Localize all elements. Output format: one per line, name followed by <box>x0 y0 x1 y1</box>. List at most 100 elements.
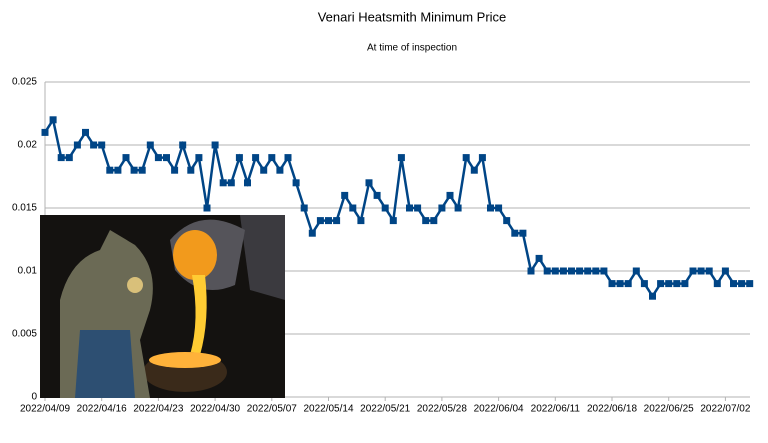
point <box>179 141 187 149</box>
point <box>576 267 584 275</box>
point <box>689 267 697 275</box>
point <box>333 217 341 225</box>
x-tick-label: 2022/05/07 <box>247 404 297 415</box>
point <box>470 166 478 174</box>
point <box>98 141 106 149</box>
point <box>300 204 308 212</box>
point <box>640 280 648 288</box>
point <box>171 166 179 174</box>
point <box>649 292 656 300</box>
point <box>527 267 535 275</box>
point <box>592 267 600 275</box>
point <box>730 280 737 288</box>
point <box>146 141 154 149</box>
point <box>122 154 130 162</box>
point <box>430 217 438 225</box>
point <box>227 179 235 187</box>
point <box>114 166 122 174</box>
point <box>478 154 486 162</box>
y-tick-label: 0.02 <box>18 140 38 151</box>
point <box>624 280 632 288</box>
point <box>252 154 260 162</box>
price-line <box>43 116 750 299</box>
y-tick-label: 0.015 <box>12 203 37 214</box>
point <box>130 166 138 174</box>
point <box>713 280 721 288</box>
point <box>495 204 503 212</box>
point <box>519 229 527 237</box>
point <box>454 204 462 212</box>
point <box>389 217 397 225</box>
point <box>365 179 373 187</box>
point <box>746 280 754 288</box>
point <box>276 166 284 174</box>
point <box>349 204 357 212</box>
point <box>163 154 170 162</box>
y-tick-label: 0.025 <box>12 77 37 88</box>
point <box>65 154 73 162</box>
point <box>462 154 470 162</box>
point <box>211 141 219 149</box>
point <box>406 204 413 212</box>
point <box>41 128 49 136</box>
point <box>487 204 494 212</box>
x-tick-label: 2022/05/28 <box>417 404 467 415</box>
point <box>308 229 316 237</box>
x-tick-label: 2022/06/11 <box>531 404 581 415</box>
point <box>82 128 89 136</box>
point <box>657 280 665 288</box>
point <box>446 191 454 199</box>
x-tick-label: 2022/07/02 <box>700 404 750 415</box>
point <box>49 116 57 124</box>
point <box>559 267 567 275</box>
point <box>438 204 446 212</box>
point <box>341 191 349 199</box>
point <box>219 179 227 187</box>
point <box>397 154 405 162</box>
point <box>244 179 251 187</box>
point <box>503 217 511 225</box>
x-tick-label: 2022/04/16 <box>77 404 127 415</box>
molten-glow <box>173 230 217 280</box>
x-tick-label: 2022/06/18 <box>587 404 637 415</box>
point <box>154 154 162 162</box>
goggle <box>127 277 143 293</box>
crucible <box>240 215 285 300</box>
illustration <box>40 215 285 398</box>
pour <box>190 275 207 355</box>
point <box>195 154 203 162</box>
point <box>681 280 689 288</box>
y-tick-label: 0.01 <box>18 266 38 277</box>
chart-title: Venari Heatsmith Minimum Price <box>318 9 507 24</box>
point <box>268 154 276 162</box>
y-tick-label: 0.005 <box>12 329 37 340</box>
point <box>422 217 430 225</box>
point <box>665 280 673 288</box>
point <box>414 204 422 212</box>
point <box>57 154 65 162</box>
x-tick-label: 2022/06/25 <box>644 404 694 415</box>
point <box>357 217 365 225</box>
point <box>138 166 146 174</box>
point <box>600 267 608 275</box>
point <box>325 217 332 225</box>
pot-glow <box>149 352 221 368</box>
point <box>106 166 114 174</box>
x-tick-label: 2022/04/09 <box>20 404 70 415</box>
point <box>705 267 713 275</box>
point <box>373 191 381 199</box>
point <box>616 280 624 288</box>
point <box>316 217 324 225</box>
point <box>292 179 300 187</box>
chart-subtitle: At time of inspection <box>367 43 457 54</box>
point <box>608 280 616 288</box>
x-tick-label: 2022/05/21 <box>360 404 410 415</box>
point <box>535 254 543 262</box>
point <box>511 229 519 237</box>
point <box>738 280 746 288</box>
point <box>235 154 243 162</box>
point <box>673 280 681 288</box>
point <box>187 166 195 174</box>
x-tick-label: 2022/04/30 <box>190 404 240 415</box>
